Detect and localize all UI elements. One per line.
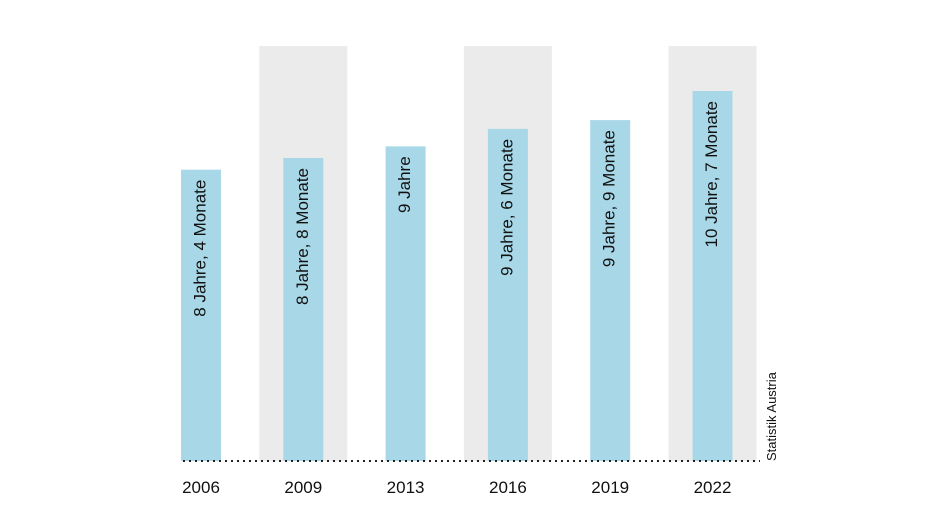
bar-data-label-2009: 8 Jahre, 8 Monate (293, 168, 312, 305)
bar-2019 (590, 120, 631, 462)
x-tick-labels: 2006 2009 2013 2016 2019 2022 (182, 478, 731, 497)
bar-data-label-2019: 9 Jahre, 9 Monate (600, 130, 619, 267)
x-tick-label-2016: 2016 (489, 478, 527, 497)
bar-data-labels: 8 Jahre, 4 Monate 8 Jahre, 8 Monate 9 Jahr… (190, 101, 721, 317)
x-tick-label-2006: 2006 (182, 478, 220, 497)
source-label: Statistik Austria (764, 371, 779, 461)
x-tick-label-2013: 2013 (387, 478, 425, 497)
bar-2009 (283, 157, 324, 461)
bar-2006 (181, 169, 221, 462)
bar-2013 (385, 146, 426, 461)
bar-data-label-2016: 9 Jahre, 6 Monate (497, 139, 516, 276)
bar-2016 (487, 128, 528, 461)
bar-data-label-2006: 8 Jahre, 4 Monate (190, 180, 209, 317)
bars (181, 91, 733, 462)
x-tick-label-2019: 2019 (591, 478, 629, 497)
bar-data-label-2022: 10 Jahre, 7 Monate (702, 101, 721, 247)
x-tick-label-2009: 2009 (284, 478, 322, 497)
bar-data-label-2013: 9 Jahre (395, 156, 414, 213)
x-tick-label-2022: 2022 (694, 478, 732, 497)
bar-2022 (692, 91, 733, 461)
